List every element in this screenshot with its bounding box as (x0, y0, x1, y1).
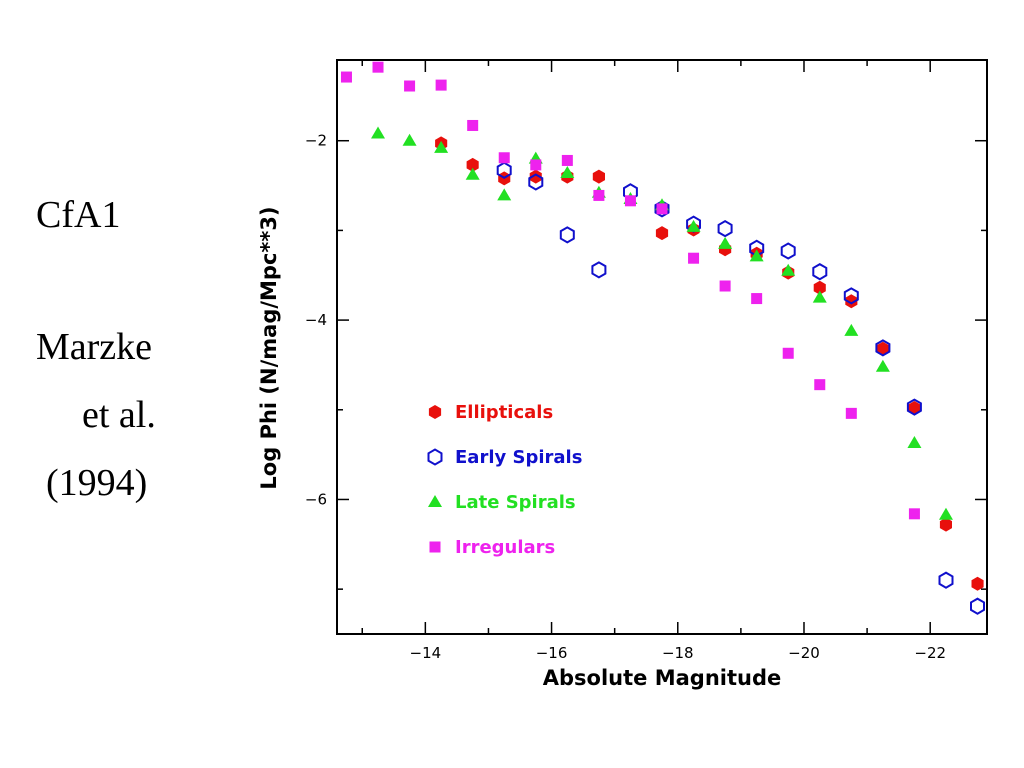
irregulars-point (530, 159, 542, 171)
early-spirals-point (780, 242, 796, 260)
x-tick-label: −18 (662, 644, 694, 662)
late-spirals-point (749, 249, 764, 262)
x-tick-label: −20 (788, 644, 820, 662)
ellipticals-point (813, 280, 826, 295)
x-tick-label: −22 (914, 644, 946, 662)
x-tick-label: −14 (410, 644, 442, 662)
legend-label-ellipticals: Ellipticals (455, 402, 553, 423)
late-spirals-point (465, 167, 480, 180)
late-spirals-point (844, 323, 859, 336)
late-spirals-point (560, 166, 575, 179)
early-spirals-point (938, 571, 954, 589)
late-spirals-point (938, 507, 953, 520)
ellipticals-point (655, 226, 669, 241)
ellipticals-point (845, 294, 858, 309)
irregulars-point (688, 252, 700, 264)
ellipticals-point (908, 401, 921, 415)
legend-label-early-spirals: Early Spirals (455, 447, 582, 468)
title-cfa1: CfA1 (36, 194, 121, 236)
irregulars-point (814, 379, 826, 391)
irregulars-point (624, 195, 636, 207)
title-author: Marzke (36, 326, 153, 368)
early-spirals-point (654, 200, 670, 218)
late-spirals-point (718, 236, 733, 249)
early-spirals-point (875, 339, 891, 357)
late-spirals-point (686, 219, 701, 232)
plot-frame (336, 59, 988, 635)
early-spirals-point (717, 219, 733, 238)
y-tick-label: −2 (305, 132, 327, 150)
irregulars-point (719, 280, 731, 292)
early-spirals-point (970, 597, 985, 615)
data-points (340, 61, 985, 615)
irregulars-point (467, 119, 479, 131)
series-ellipticals (435, 136, 984, 591)
late-spirals-point (875, 359, 890, 372)
late-spirals-point (434, 140, 449, 153)
irregulars-point (498, 152, 510, 164)
legend-marker-ellipticals (428, 405, 442, 419)
early-spirals-point (496, 161, 512, 179)
x-axis-label: Absolute Magnitude (543, 666, 781, 690)
ellipticals-point (466, 157, 479, 172)
legend-marker-early-spirals (427, 448, 443, 466)
y-tick-label: −6 (305, 490, 327, 508)
late-spirals-point (497, 188, 512, 201)
irregulars-point (656, 203, 668, 215)
late-spirals-point (371, 126, 386, 139)
early-spirals-point (591, 261, 607, 279)
axis-ticks (337, 60, 987, 634)
ellipticals-point (939, 517, 952, 532)
early-spirals-point (528, 173, 544, 191)
series-early-spirals (496, 161, 985, 615)
irregulars-point (340, 71, 352, 83)
y-axis-label: Log Phi (N/mag/Mpc**3) (257, 206, 281, 489)
irregulars-point (845, 407, 857, 419)
irregulars-point (435, 79, 447, 91)
irregulars-point (751, 293, 763, 305)
title-etal: et al. (82, 394, 156, 436)
ellipticals-point (529, 169, 542, 184)
legend-marker-irregulars (429, 541, 441, 553)
irregulars-point (404, 80, 416, 92)
early-spirals-point (559, 226, 575, 244)
axis-tick-labels: −14 −16 −18 −20 −22 −2 −4 −6 (305, 132, 946, 662)
early-spirals-point (843, 287, 859, 305)
irregulars-point (561, 154, 573, 166)
late-spirals-point (812, 290, 827, 303)
x-tick-label: −16 (536, 644, 568, 662)
legend-label-late-spirals: Late Spirals (455, 492, 576, 513)
title-year: (1994) (46, 462, 148, 504)
early-spirals-point (906, 398, 922, 416)
late-spirals-point (907, 435, 922, 448)
late-spirals-point (781, 263, 796, 276)
irregulars-point (372, 61, 384, 73)
ellipticals-point (592, 169, 605, 184)
series-irregulars (340, 61, 920, 520)
legend-label-irregulars: Irregulars (455, 537, 555, 558)
legend-marker-late-spirals (428, 495, 442, 507)
late-spirals-point (402, 133, 417, 146)
irregulars-point (908, 508, 920, 520)
legend: Ellipticals Early Spirals Late Spirals Irre… (427, 402, 582, 558)
early-spirals-point (812, 263, 828, 281)
irregulars-point (593, 189, 605, 201)
y-tick-label: −4 (305, 311, 327, 329)
ellipticals-point (971, 576, 984, 591)
irregulars-point (782, 347, 794, 359)
ellipticals-point (876, 341, 889, 356)
